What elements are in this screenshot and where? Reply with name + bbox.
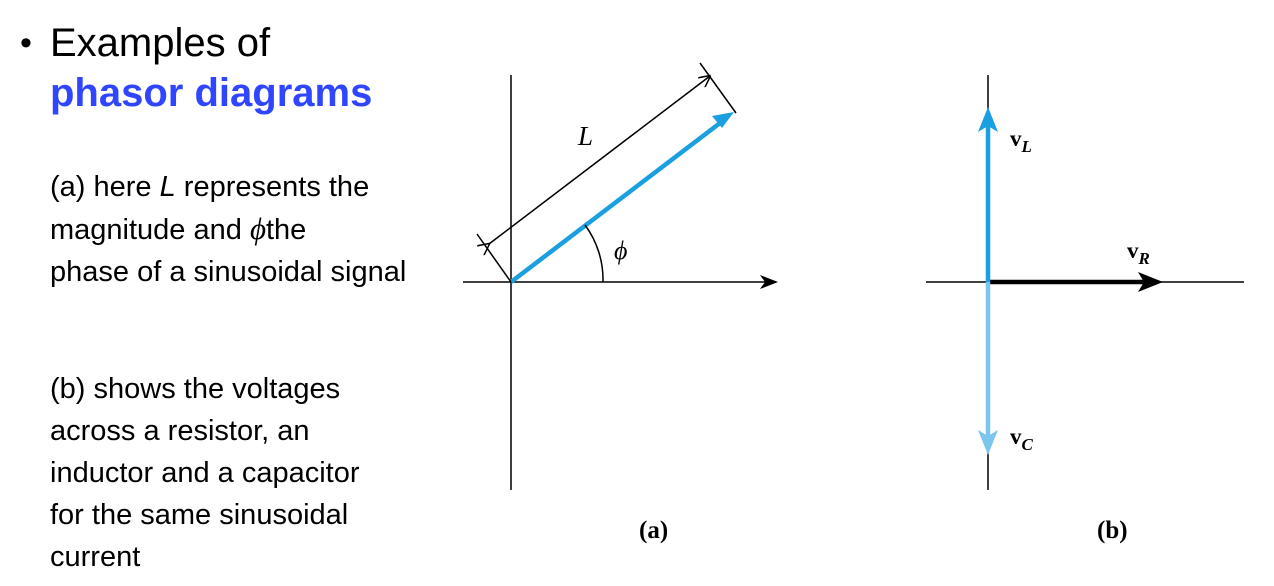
- vC-main: v: [1010, 424, 1022, 449]
- diagram-a-extension-line-end: [699, 62, 737, 114]
- vL-sub: L: [1021, 137, 1032, 156]
- description-a-line-2: magnitude and ϕthe: [50, 208, 406, 251]
- description-b-line-2: across a resistor, an: [50, 415, 310, 447]
- diagram-b-vC-arrowhead: [978, 430, 998, 455]
- diagram-b-vL-label: vL: [1010, 126, 1032, 156]
- bullet-mark: •: [20, 24, 32, 62]
- vR-sub: R: [1138, 249, 1150, 268]
- symbol-phi: ϕ: [249, 211, 266, 246]
- description-a: (a) here L represents the magnitude and …: [50, 166, 406, 293]
- diagram-b-caption: (b): [1097, 517, 1128, 544]
- diagram-a-extension-line-start: [476, 233, 512, 283]
- diagram-b-vR-arrowhead: [1138, 272, 1163, 292]
- description-b: (b) shows the voltages across a resistor…: [50, 368, 360, 578]
- diagram-a-angle-label: ϕ: [614, 236, 627, 265]
- diagram-a-axis-arrowhead: [760, 275, 778, 289]
- diagram-b-vC-label: vC: [1010, 424, 1034, 454]
- vR-main: v: [1127, 238, 1139, 263]
- description-a-line-1: (a) here L represents the: [50, 166, 406, 208]
- diagram-a-magnitude-label: L: [577, 121, 593, 151]
- description-b-line-5: current: [50, 541, 141, 573]
- diagram-a-magnitude-dimension: [489, 76, 710, 244]
- vL-main: v: [1010, 126, 1022, 151]
- diagram-a-phasor-arrowhead: [712, 112, 734, 128]
- text-fragment: the: [265, 214, 307, 246]
- text-fragment: (a) here: [50, 171, 160, 203]
- vC-sub: C: [1022, 435, 1034, 454]
- description-a-line-3: phase of a sinusoidal signal: [50, 256, 407, 288]
- diagram-a: L ϕ (a): [463, 62, 778, 544]
- diagram-a-caption: (a): [639, 517, 668, 544]
- heading-line-2: phasor diagrams: [50, 71, 373, 115]
- description-b-line-3: inductor and a capacitor: [50, 457, 360, 489]
- text-fragment: represents the: [175, 171, 370, 203]
- heading-line-1: Examples of: [50, 21, 271, 65]
- description-b-line-4: for the same sinusoidal: [50, 499, 349, 531]
- diagram-b: vL vR vC (b): [926, 75, 1244, 544]
- diagram-b-vR-label: vR: [1127, 238, 1150, 268]
- text-fragment: magnitude and: [50, 214, 250, 246]
- symbol-L: L: [159, 171, 176, 203]
- diagram-b-vL-arrowhead: [978, 107, 998, 132]
- diagram-a-angle-arc: [584, 224, 604, 283]
- description-b-line-1: (b) shows the voltages: [50, 373, 341, 405]
